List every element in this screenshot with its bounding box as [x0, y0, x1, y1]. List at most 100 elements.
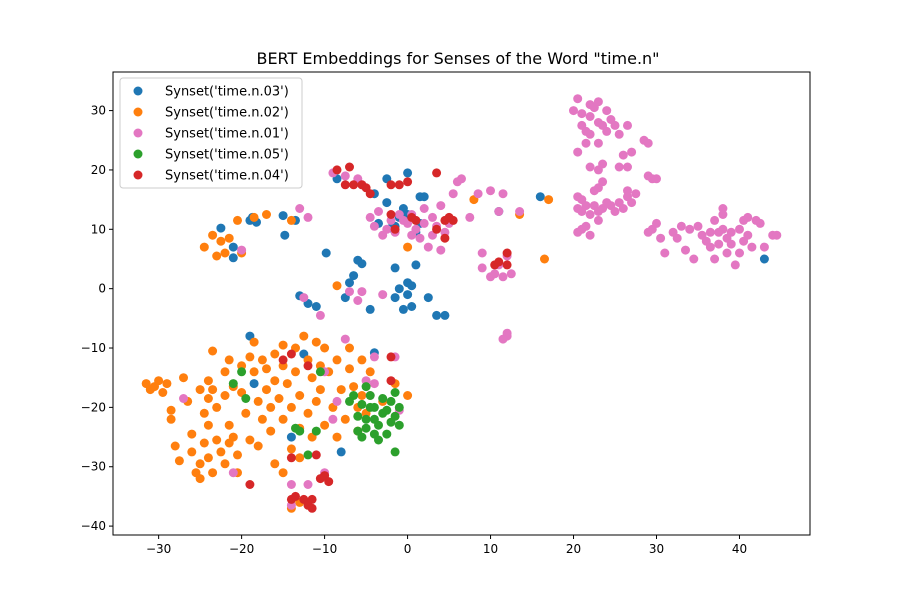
- point-series-1-55: [233, 450, 242, 460]
- point-series-4-15: [432, 168, 442, 178]
- point-series-4-7: [386, 180, 396, 190]
- point-series-2-148: [710, 254, 720, 264]
- point-series-2-44: [498, 272, 508, 282]
- point-series-2-69: [228, 468, 238, 478]
- point-series-2-140: [681, 245, 690, 255]
- point-series-0-47: [535, 192, 545, 202]
- point-series-1-96: [315, 385, 325, 395]
- point-series-1-8: [249, 212, 259, 222]
- point-series-3-26: [386, 396, 396, 406]
- point-series-2-164: [743, 212, 753, 222]
- point-series-3-0: [228, 379, 238, 389]
- point-series-4-1: [340, 180, 350, 190]
- point-series-2-121: [610, 207, 620, 216]
- point-series-4-2: [345, 162, 354, 172]
- point-series-4-18: [448, 215, 458, 225]
- point-series-1-38: [203, 394, 213, 403]
- point-series-2-34: [457, 174, 466, 184]
- point-series-1-102: [332, 432, 342, 442]
- point-series-1-71: [266, 426, 276, 436]
- point-series-2-126: [631, 189, 641, 199]
- point-series-2-43: [494, 207, 504, 216]
- point-series-1-91: [307, 373, 317, 383]
- point-series-4-0: [332, 165, 342, 175]
- point-series-4-19: [440, 233, 450, 243]
- point-series-3-27: [390, 388, 400, 397]
- point-series-1-27: [179, 373, 188, 383]
- point-series-3-32: [345, 396, 354, 406]
- point-series-1-16: [544, 195, 554, 205]
- point-series-1-30: [187, 447, 197, 457]
- point-series-2-153: [718, 210, 728, 219]
- point-series-4-33: [291, 491, 300, 501]
- point-series-1-105: [345, 343, 354, 353]
- point-series-2-56: [299, 293, 309, 303]
- x-tick-label-0: −30: [146, 542, 171, 556]
- point-series-3-1: [237, 367, 247, 377]
- point-series-3-4: [295, 426, 305, 436]
- point-series-2-102: [652, 174, 661, 184]
- point-series-2-108: [589, 186, 599, 196]
- point-series-3-20: [374, 420, 383, 430]
- point-series-0-0: [216, 223, 226, 233]
- point-series-4-9: [403, 177, 413, 187]
- y-tick-label-6: 20: [91, 163, 106, 177]
- point-series-2-70: [179, 394, 188, 403]
- point-series-2-143: [693, 221, 703, 231]
- point-series-2-1: [295, 204, 305, 213]
- point-series-2-81: [593, 97, 603, 107]
- point-series-1-32: [195, 385, 205, 395]
- x-axis: −30 −20 −10 0 10 20 30 40: [146, 535, 747, 556]
- point-series-3-29: [394, 420, 404, 430]
- point-series-1-85: [295, 391, 305, 400]
- point-series-2-36: [473, 189, 483, 199]
- point-series-0-53: [336, 447, 346, 457]
- point-series-1-42: [208, 385, 218, 395]
- point-series-1-41: [208, 346, 218, 356]
- point-series-0-1: [228, 242, 238, 252]
- point-series-2-95: [614, 162, 624, 172]
- point-series-3-23: [382, 429, 392, 439]
- point-series-2-78: [585, 112, 595, 121]
- point-series-1-66: [257, 355, 267, 365]
- point-series-0-31: [398, 304, 408, 314]
- point-series-2-136: [660, 248, 670, 258]
- point-series-1-60: [245, 352, 255, 362]
- point-series-2-32: [448, 189, 458, 199]
- point-series-0-37: [407, 302, 417, 311]
- point-series-2-28: [436, 201, 446, 211]
- point-series-0-43: [423, 293, 433, 303]
- point-series-0-15: [345, 278, 354, 288]
- point-series-4-28: [386, 376, 396, 386]
- point-series-3-30: [394, 402, 404, 412]
- point-series-2-87: [610, 120, 620, 130]
- point-series-1-4: [220, 248, 230, 258]
- point-series-4-31: [311, 450, 321, 460]
- point-series-1-45: [212, 435, 222, 445]
- point-series-1-90: [303, 408, 313, 418]
- legend: Synset('time.n.03') Synset('time.n.02') Sy…: [119, 77, 303, 189]
- point-series-1-47: [220, 367, 230, 377]
- legend-label-3: Synset('time.n.05'): [165, 148, 289, 163]
- point-series-1-26: [174, 456, 184, 466]
- point-series-2-58: [369, 352, 379, 362]
- point-series-2-161: [735, 248, 744, 258]
- point-series-2-141: [685, 224, 695, 234]
- point-series-3-22: [378, 394, 388, 403]
- point-series-2-158: [726, 239, 736, 249]
- point-series-2-146: [705, 227, 715, 237]
- point-series-2-38: [477, 263, 487, 273]
- point-series-1-75: [274, 394, 284, 403]
- x-tick-label-4: 10: [483, 542, 498, 556]
- x-tick-label-2: −10: [312, 542, 337, 556]
- point-series-0-26: [390, 263, 400, 273]
- point-series-1-46: [216, 447, 226, 457]
- point-series-2-51: [515, 207, 525, 216]
- point-series-3-18: [369, 402, 379, 412]
- point-series-2-127: [623, 186, 632, 196]
- point-series-3-31: [361, 382, 371, 392]
- point-series-2-9: [369, 221, 379, 231]
- point-series-2-138: [672, 233, 682, 243]
- point-series-0-12: [321, 248, 331, 258]
- point-series-1-35: [199, 408, 209, 418]
